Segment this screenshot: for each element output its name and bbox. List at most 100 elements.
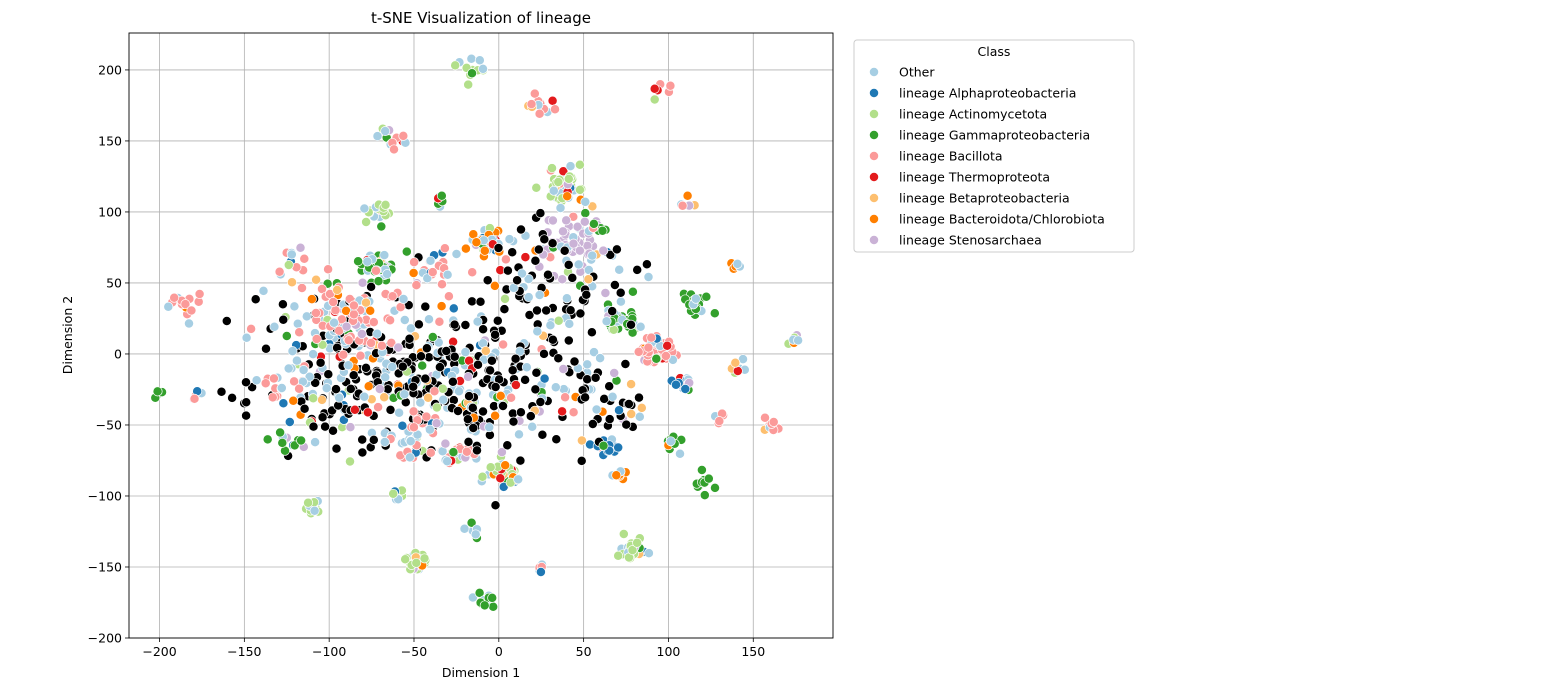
scatter-point [361, 217, 372, 227]
scatter-point [620, 359, 631, 369]
scatter-point [565, 305, 576, 316]
scatter-point [289, 301, 300, 312]
scatter-point [525, 411, 536, 422]
scatter-point [251, 375, 262, 386]
scatter-point [399, 315, 410, 325]
scatter-point [186, 305, 197, 316]
scatter-point [472, 316, 483, 327]
y-tick-label: −50 [96, 417, 122, 432]
scatter-point [576, 455, 587, 466]
scatter-point [466, 517, 477, 528]
scatter-point [626, 319, 636, 330]
scatter-point [415, 397, 426, 408]
scatter-point [386, 337, 397, 348]
scatter-point [646, 332, 657, 343]
legend-entry-label: lineage Bacteroidota/Chlorobiota [899, 212, 1105, 227]
scatter-point [420, 301, 431, 312]
scatter-point [507, 247, 518, 258]
scatter-point [589, 347, 599, 358]
x-tick-label: 150 [741, 644, 765, 659]
legend-entries: Other lineage Alphaproteobacteria lineage … [869, 65, 1105, 248]
scatter-point [547, 95, 558, 106]
scatter-point [303, 497, 314, 508]
scatter-point [323, 264, 334, 275]
scatter-point [194, 289, 205, 299]
x-tick-label: −150 [227, 644, 261, 659]
scatter-point [523, 292, 534, 303]
scatter-point [473, 359, 483, 370]
scatter-point [575, 184, 585, 195]
scatter-point [289, 376, 300, 387]
scatter-point [397, 420, 408, 431]
scatter-point [368, 317, 379, 328]
scatter-point [241, 397, 252, 408]
legend-marker [869, 172, 879, 182]
scatter-point [482, 275, 493, 286]
scatter-point [587, 419, 598, 429]
scatter-point [460, 347, 471, 358]
scatter-point [467, 402, 478, 413]
scatter-point [582, 374, 593, 385]
legend-entry-label: lineage Alphaproteobacteria [899, 86, 1076, 101]
scatter-point [508, 416, 519, 427]
scatter-point [361, 362, 371, 373]
scatter-point [292, 318, 303, 329]
scatter-point [241, 377, 251, 388]
scatter-point [514, 429, 524, 440]
scatter-point [690, 293, 701, 304]
scatter-point [470, 529, 481, 540]
scatter-point [277, 299, 288, 310]
scatter-point [611, 244, 622, 255]
scatter-point [550, 104, 560, 115]
scatter-point [332, 285, 343, 295]
scatter-point [760, 412, 770, 423]
scatter-point [463, 371, 474, 382]
scatter-point [349, 404, 360, 415]
scatter-point [609, 280, 620, 290]
scatter-point [400, 554, 411, 565]
scatter-point [437, 279, 447, 290]
scatter-point [359, 391, 370, 402]
scatter-point [588, 218, 599, 229]
scatter-point [532, 305, 542, 316]
scatter-point [450, 60, 461, 71]
scatter-point [547, 238, 558, 249]
scatter-point [623, 399, 634, 409]
scatter-point [515, 407, 526, 418]
scatter-point [323, 369, 334, 380]
scatter-point [315, 357, 326, 368]
scatter-point [393, 342, 404, 353]
scatter-point [365, 305, 376, 316]
scatter-point [607, 391, 618, 402]
scatter-point [523, 274, 534, 284]
scatter-point [604, 381, 615, 392]
scatter-point [613, 442, 624, 453]
scatter-point [411, 280, 422, 291]
scatter-point [547, 215, 558, 226]
scatter-point [404, 452, 415, 463]
scatter-point [649, 94, 660, 105]
scatter-point [510, 353, 521, 364]
scatter-point [277, 437, 288, 448]
scatter-point [626, 409, 637, 419]
scatter-point [366, 281, 377, 292]
scatter-point [261, 343, 271, 354]
scatter-point [506, 392, 517, 403]
scatter-point [274, 266, 285, 277]
scatter-point [424, 314, 434, 325]
scatter-point [527, 421, 538, 432]
scatter-point [463, 79, 474, 90]
scatter-point [216, 386, 227, 397]
scatter-point [613, 550, 624, 561]
scatter-point [398, 130, 409, 141]
legend-marker [869, 151, 879, 161]
scatter-point [295, 242, 306, 253]
scatter-point [389, 144, 399, 155]
scatter-point [485, 365, 496, 376]
scatter-point [651, 353, 662, 364]
scatter-point [535, 397, 546, 407]
scatter-point [283, 363, 294, 374]
scatter-point [449, 351, 460, 362]
legend-marker [869, 130, 879, 140]
scatter-point [496, 447, 507, 458]
